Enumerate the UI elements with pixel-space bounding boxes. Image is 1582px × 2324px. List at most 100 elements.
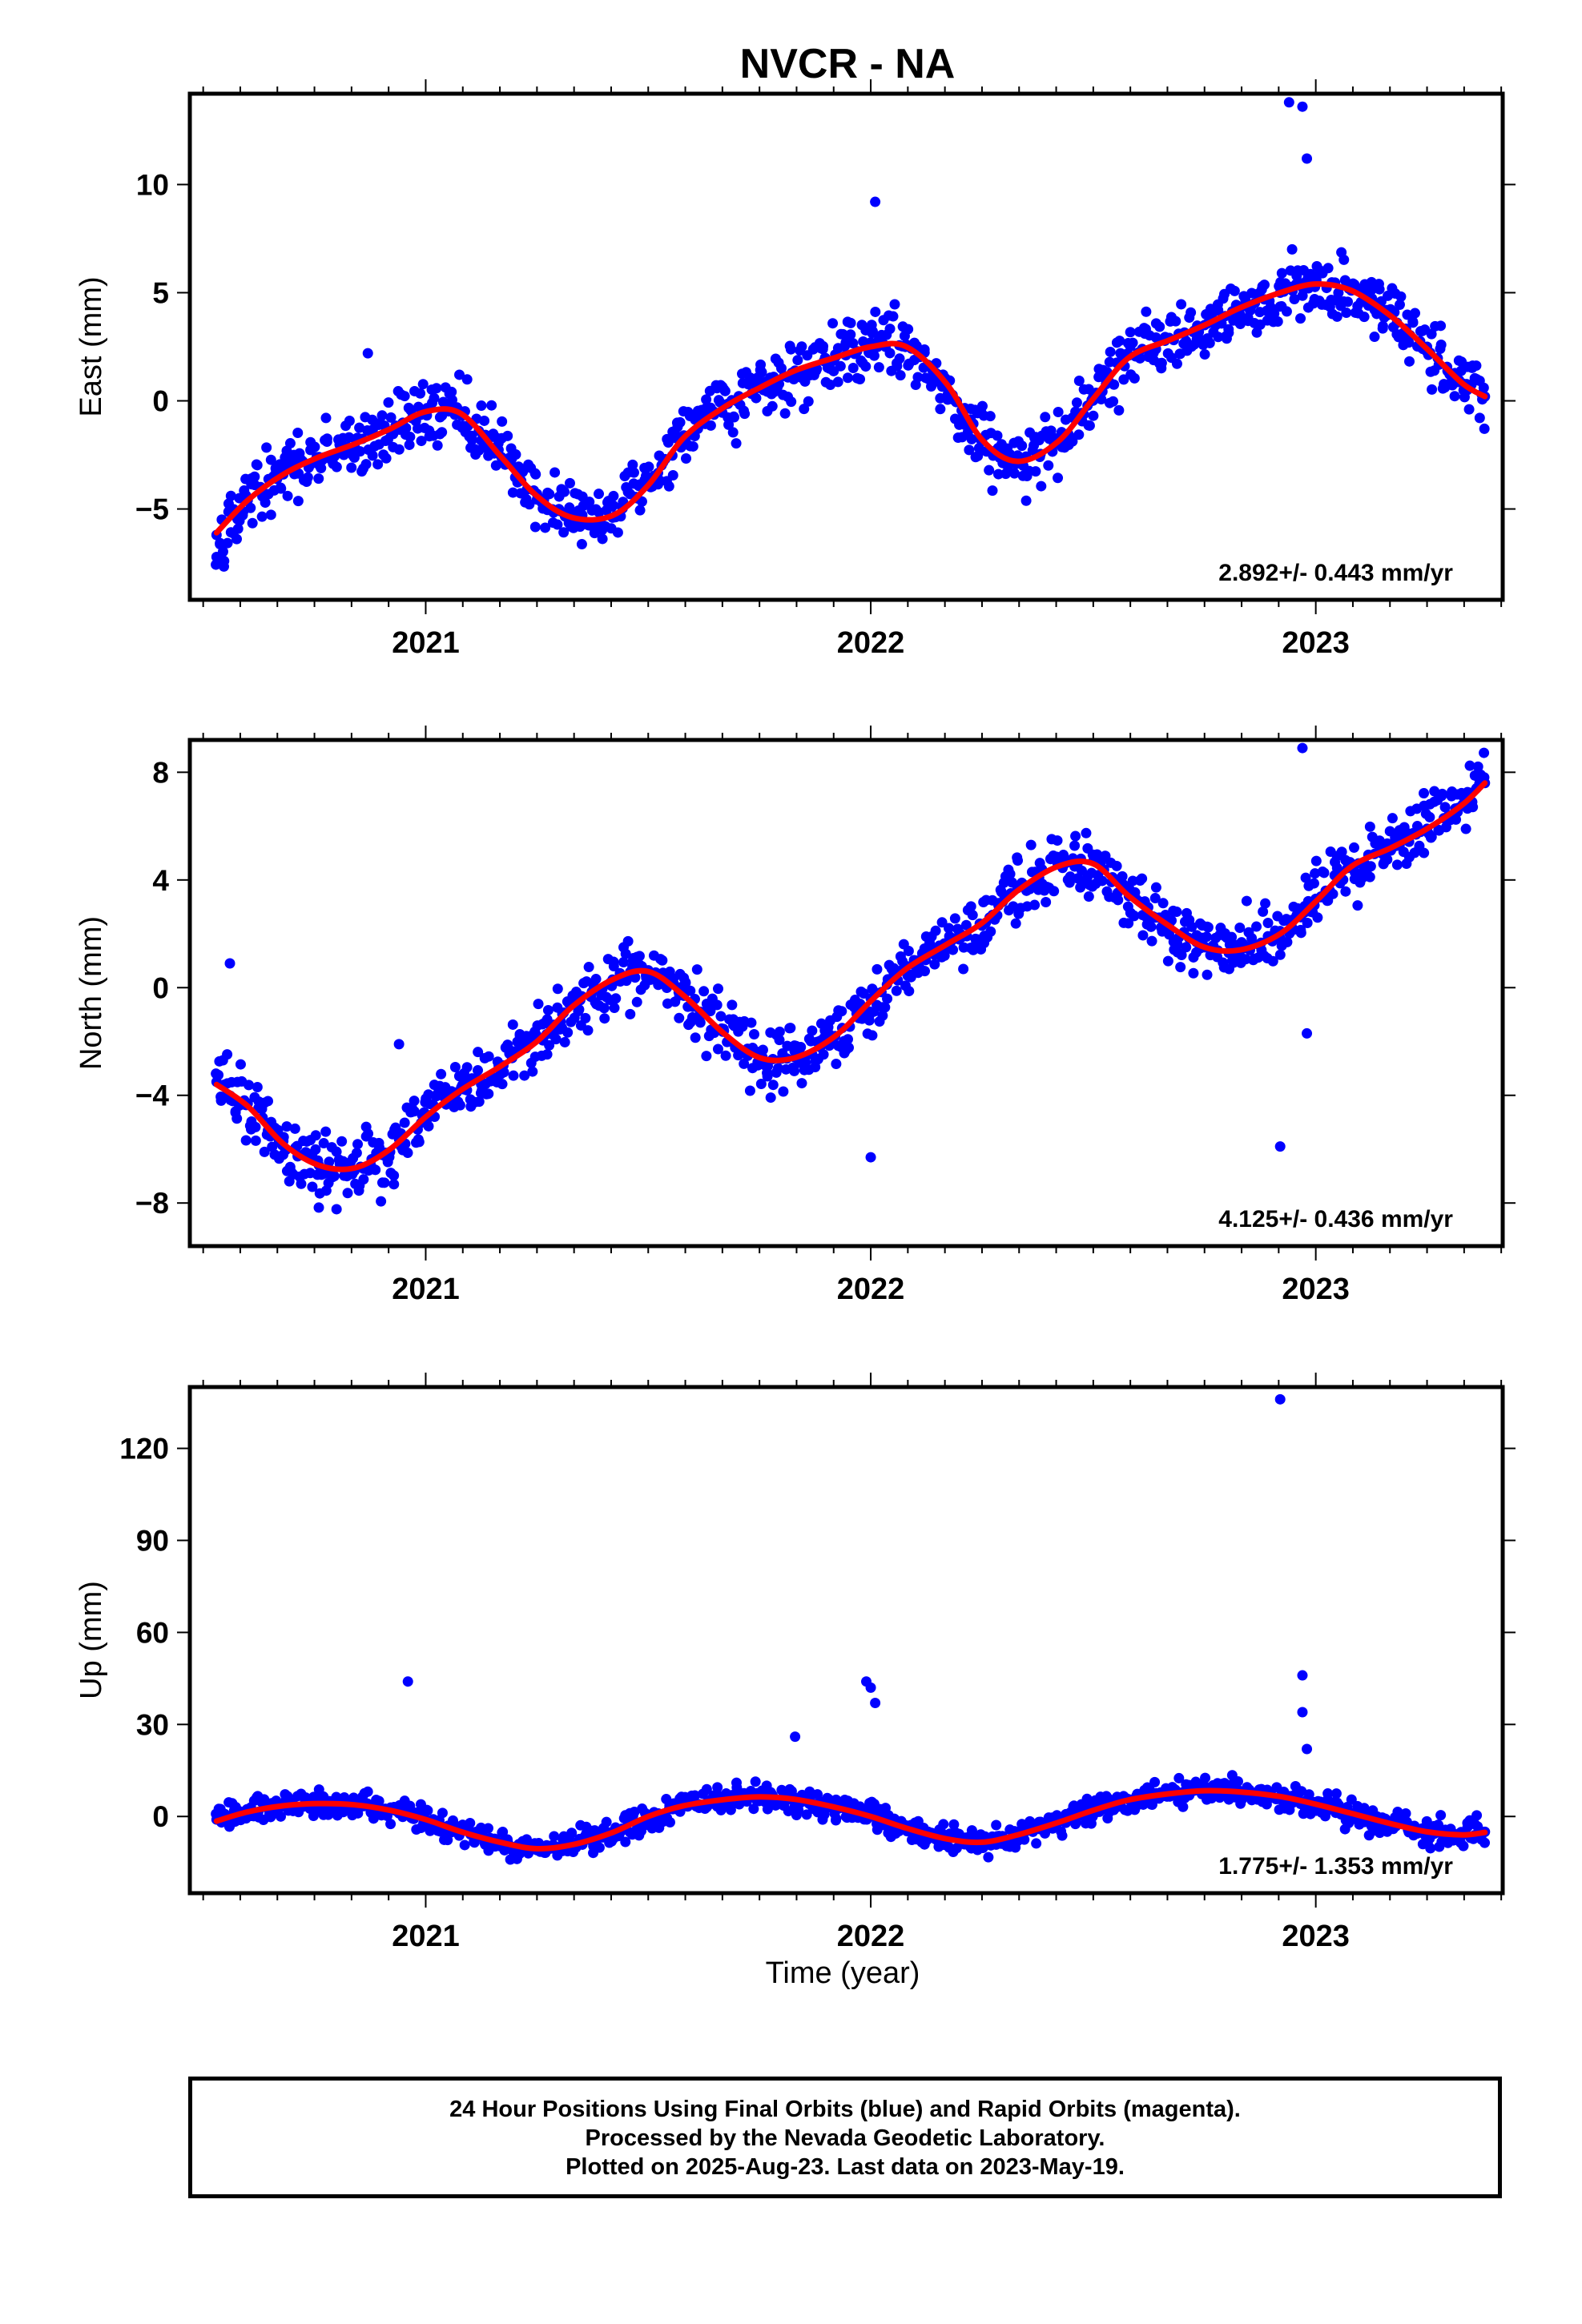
data-point [1460, 823, 1471, 834]
data-point [1435, 339, 1447, 350]
data-point [597, 533, 608, 545]
data-point [1259, 279, 1270, 291]
data-point [1041, 896, 1052, 907]
outlier-point [402, 1676, 413, 1687]
data-point [508, 1070, 519, 1081]
data-point [1176, 950, 1187, 961]
data-point [544, 489, 555, 500]
data-point [670, 429, 681, 440]
data-point [785, 1023, 796, 1034]
data-point [987, 485, 998, 497]
data-point [1395, 291, 1407, 302]
data-point [836, 1006, 847, 1017]
data-point [774, 1035, 785, 1046]
data-point [674, 416, 686, 428]
data-point [1251, 921, 1262, 932]
data-point [935, 404, 946, 415]
data-point [757, 1044, 768, 1055]
y-tick-label: −5 [135, 493, 169, 526]
data-point [904, 986, 915, 997]
data-point [845, 317, 856, 328]
data-point [1137, 873, 1148, 884]
data-point [891, 985, 902, 996]
data-point [681, 453, 692, 464]
data-point [1410, 308, 1421, 319]
data-point [282, 490, 293, 501]
data-point [796, 341, 807, 352]
y-axis-label: Up (mm) [74, 1581, 108, 1699]
data-point [1010, 918, 1021, 929]
data-point [1071, 397, 1082, 408]
data-point [746, 1017, 757, 1028]
data-point [1365, 861, 1376, 872]
caption-line-1: 24 Hour Positions Using Final Orbits (bl… [449, 2097, 1241, 2122]
data-point [608, 490, 619, 501]
data-point [379, 1177, 390, 1188]
data-point [432, 440, 443, 451]
data-point [966, 433, 977, 444]
data-point [1479, 772, 1490, 783]
y-tick-label: 0 [152, 385, 169, 418]
outlier-point [1302, 153, 1313, 164]
data-point [1081, 827, 1092, 838]
x-tick-label: 2021 [392, 1920, 460, 1953]
data-point [235, 1059, 246, 1070]
data-point [1134, 352, 1145, 364]
data-point [1281, 306, 1292, 317]
data-point [643, 461, 654, 472]
data-point [483, 1088, 494, 1100]
data-point [1479, 1837, 1491, 1848]
data-point [694, 1017, 706, 1028]
data-point [296, 1178, 307, 1189]
data-point [964, 444, 975, 456]
data-point [664, 1817, 675, 1828]
data-point [302, 472, 313, 483]
data-point [1129, 910, 1140, 921]
data-point [803, 396, 814, 407]
data-point [662, 437, 674, 448]
data-point [1149, 893, 1161, 904]
x-tick-label: 2022 [837, 1273, 905, 1306]
caption-box: 24 Hour Positions Using Final Orbits (bl… [188, 2077, 1502, 2198]
figure-title: NVCR - NA [740, 41, 956, 87]
data-point [868, 350, 880, 361]
data-point [1234, 922, 1246, 933]
data-point [1352, 900, 1363, 911]
data-point [1097, 875, 1108, 887]
data-point [1009, 468, 1020, 479]
outlier-point [870, 1698, 881, 1709]
data-point [552, 983, 563, 995]
data-point [920, 966, 931, 977]
data-point [549, 467, 561, 478]
data-point [1342, 296, 1354, 308]
data-point [1295, 313, 1306, 324]
data-point [1040, 412, 1051, 423]
data-point [313, 1202, 324, 1213]
data-point [1031, 1838, 1042, 1849]
data-point [1364, 871, 1375, 883]
data-point [621, 975, 632, 987]
data-point [399, 391, 410, 402]
data-point [1391, 859, 1403, 870]
data-point [767, 400, 778, 412]
data-point [1146, 1799, 1157, 1811]
data-point [610, 993, 622, 1004]
y-tick-label: 0 [152, 971, 169, 1004]
data-point [858, 336, 869, 347]
data-point [984, 411, 996, 422]
data-point [712, 1782, 723, 1793]
data-point [903, 324, 914, 335]
data-point [275, 1811, 286, 1822]
outlier-point [362, 348, 373, 359]
data-point [855, 373, 866, 384]
outlier-point [224, 958, 235, 969]
data-point [363, 1128, 374, 1140]
data-point [1043, 460, 1054, 471]
data-point [219, 556, 230, 567]
data-point [1019, 1834, 1030, 1845]
data-point [320, 1126, 332, 1137]
data-point [497, 1827, 509, 1838]
data-point [889, 299, 900, 310]
data-point [628, 467, 639, 478]
data-point [372, 459, 384, 470]
